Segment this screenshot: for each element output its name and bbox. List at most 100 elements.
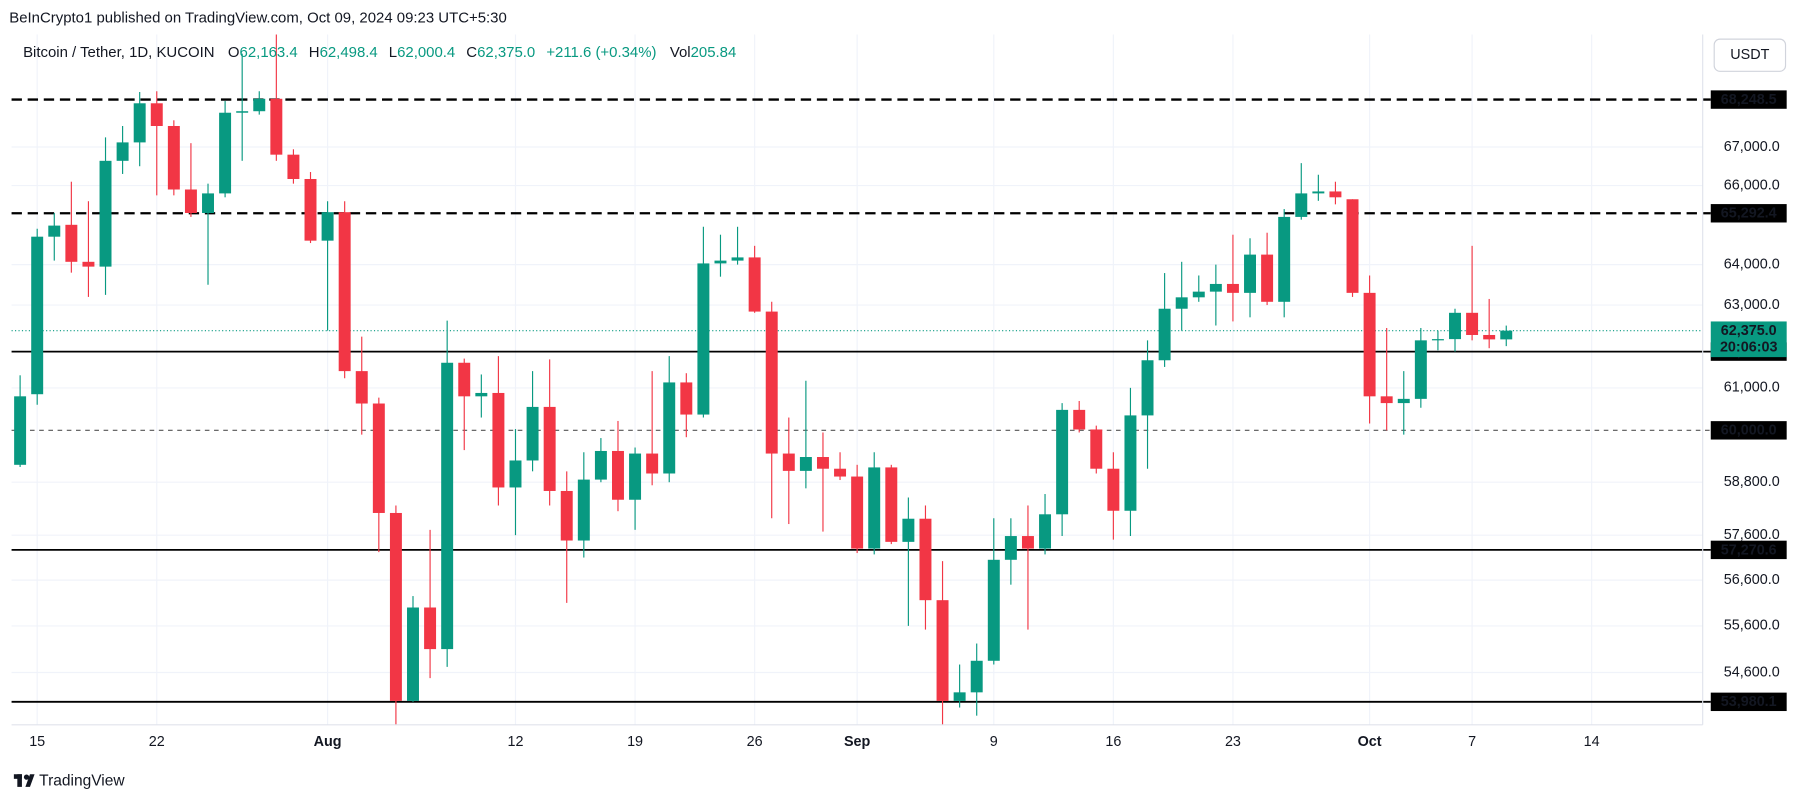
y-tick-label: 58,800.0: [1724, 474, 1780, 490]
candle-body: [816, 457, 829, 469]
currency-button[interactable]: USDT: [1713, 38, 1787, 72]
level-label: 60,000.0: [1721, 423, 1777, 439]
candle-body: [372, 403, 385, 513]
candle-body: [253, 98, 266, 112]
candle-body: [1107, 468, 1120, 511]
currency-button-frame[interactable]: [1713, 38, 1787, 72]
legend-key: Vol: [670, 44, 691, 61]
candle-body: [697, 263, 710, 415]
legend-value: 62,163.4: [240, 44, 298, 61]
candle-body: [868, 467, 881, 549]
candle-body: [663, 382, 676, 474]
candle-body: [1278, 216, 1291, 302]
candle-body: [748, 257, 761, 312]
candle-body: [31, 236, 44, 395]
candle-body: [987, 559, 1000, 661]
candle-body: [936, 600, 949, 701]
candle-body: [287, 154, 300, 179]
legend-value: 62,375.0: [477, 44, 535, 61]
legend-value: 62,498.4: [320, 44, 378, 61]
candle-body: [1226, 283, 1239, 293]
y-tick-label: 67,000.0: [1724, 139, 1780, 155]
candle-body: [526, 406, 539, 461]
candle-body: [731, 257, 744, 261]
candle-body: [1312, 191, 1325, 194]
candle-body: [594, 450, 607, 480]
candle-body: [919, 518, 932, 601]
legend-value: 205.84: [691, 44, 737, 61]
level-label-box: [1710, 540, 1787, 560]
candle-body: [304, 178, 317, 241]
y-tick-label: 66,000.0: [1724, 177, 1780, 193]
candle-body: [714, 260, 727, 264]
x-tick-label: 19: [627, 734, 643, 750]
symbol-title: Bitcoin / Tether, 1D, KUCOIN: [23, 44, 215, 61]
x-tick-label: Aug: [314, 734, 342, 750]
y-tick-label: 54,600.0: [1724, 664, 1780, 680]
candle-body: [629, 453, 642, 500]
candle-body: [1056, 409, 1069, 515]
candle-body: [1466, 312, 1479, 335]
candle-body: [407, 607, 419, 701]
candle-body: [765, 311, 778, 454]
level-label: 68,248.5: [1721, 92, 1777, 108]
x-tick-label: 22: [149, 734, 165, 750]
candle-body: [475, 392, 488, 397]
candle-body: [14, 396, 27, 465]
y-tick-label: 64,000.0: [1724, 256, 1780, 272]
candle-body: [167, 125, 180, 190]
candle-body: [48, 225, 61, 237]
x-tick-label: 26: [747, 734, 763, 750]
level-label-box: [1710, 204, 1787, 223]
candle-body: [799, 457, 812, 471]
x-tick-label: Oct: [1358, 734, 1382, 750]
candle-body: [1039, 514, 1052, 549]
candle-body: [646, 453, 659, 474]
y-tick-label: 57,600.0: [1724, 527, 1780, 543]
candle-body: [509, 460, 522, 488]
candle-body: [1414, 340, 1427, 399]
candle-body: [1363, 292, 1376, 397]
candle-body: [1004, 536, 1017, 560]
candle-body: [133, 103, 146, 143]
candle-body: [1449, 312, 1461, 340]
candle-body: [953, 692, 966, 701]
candle-body: [1090, 429, 1103, 469]
legend-key: L: [389, 44, 397, 61]
x-tick-label: 9: [990, 734, 998, 750]
candle-body: [1073, 409, 1086, 430]
candle-body: [560, 490, 573, 541]
candle-body: [1483, 334, 1496, 340]
x-tick-label: 16: [1105, 734, 1121, 750]
candle-body: [219, 112, 232, 194]
candle-body: [1380, 396, 1393, 404]
footer-brand-text: TradingView: [39, 772, 125, 789]
last-price-label: 62,375.0: [1721, 323, 1777, 339]
x-tick-label: 15: [29, 734, 45, 750]
candle-body: [65, 224, 78, 262]
x-tick-label: Sep: [844, 734, 871, 750]
candle-body: [885, 467, 898, 542]
x-tick-label: 12: [507, 734, 523, 750]
y-tick-label: 63,000.0: [1724, 297, 1780, 313]
candle-body: [270, 98, 283, 155]
logo-shape: [17, 774, 22, 787]
countdown-label: 20:06:03: [1720, 340, 1778, 356]
candle-body: [1500, 330, 1513, 340]
candle-body: [1175, 297, 1188, 309]
candle-body: [1431, 339, 1444, 341]
currency-button-label[interactable]: USDT: [1730, 47, 1769, 63]
candle-body: [1141, 360, 1154, 416]
legend-value: 62,000.4: [397, 44, 455, 61]
candle-body: [612, 450, 624, 500]
level-label-box: [1710, 90, 1787, 109]
candle-body: [1346, 199, 1359, 293]
legend: Bitcoin / Tether, 1D, KUCOIN O62,163.4 H…: [23, 44, 736, 61]
candle-body: [1124, 415, 1137, 511]
candle-body: [99, 160, 112, 267]
candle-body: [902, 518, 915, 542]
candle-body: [202, 193, 214, 213]
